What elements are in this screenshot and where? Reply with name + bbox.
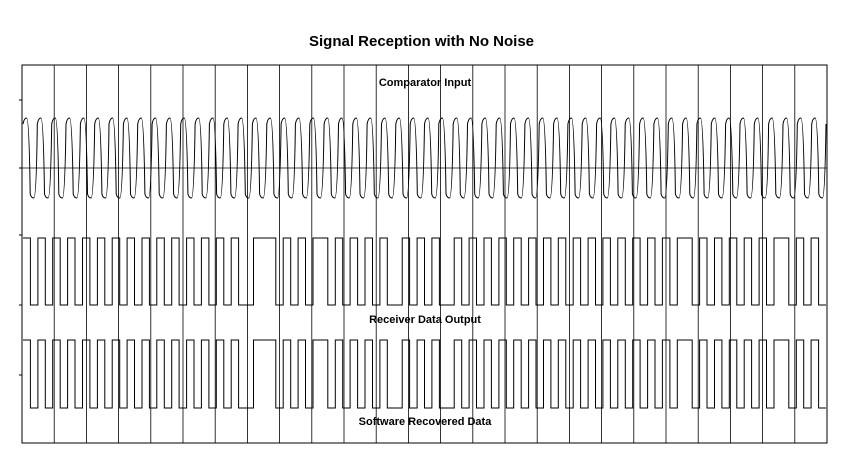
series-trace	[23, 237, 826, 306]
grid	[19, 64, 828, 444]
series-label: Software Recovered Data	[359, 416, 493, 428]
chart-title: Signal Reception with No Noise	[308, 33, 535, 50]
series-trace	[22, 117, 827, 199]
series-label: Comparator Input	[379, 77, 472, 89]
trace-labels: Comparator Input Receiver Data Output Soft…	[359, 77, 493, 428]
series-trace	[23, 339, 826, 409]
series-label: Receiver Data Output	[369, 314, 481, 326]
traces	[22, 117, 827, 409]
plot-frame	[21, 64, 828, 444]
